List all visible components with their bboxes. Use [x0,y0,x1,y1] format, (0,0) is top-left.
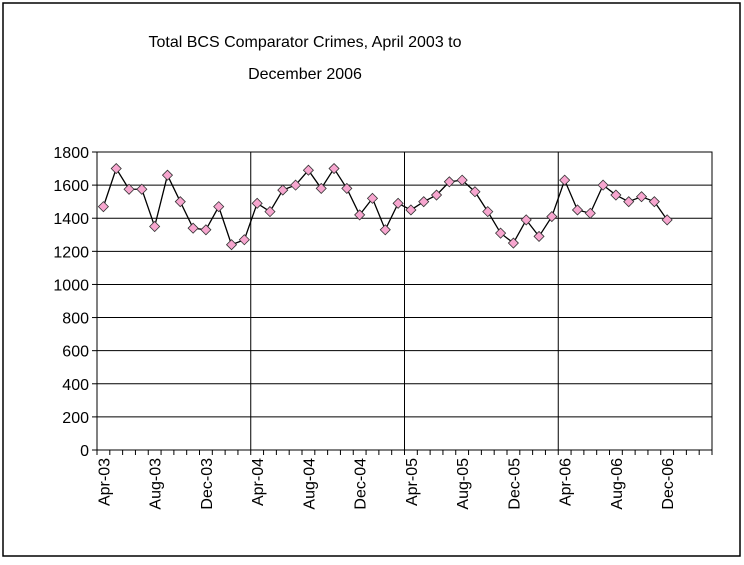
data-point [456,174,468,186]
data-point [520,214,532,226]
x-tick-label: Aug-06 [609,458,626,510]
x-tick-label: Aug-03 [148,458,165,510]
data-point [597,179,609,191]
data-point [635,191,648,203]
y-tick-label: 1200 [53,244,89,261]
x-tick-label: Apr-04 [250,458,267,506]
data-point [430,189,443,201]
y-tick-label: 800 [62,311,89,328]
y-tick-label: 0 [80,443,89,460]
data-point [623,196,635,208]
y-tick-label: 400 [62,377,89,394]
data-point [366,192,379,204]
y-tick-label: 1600 [53,178,89,195]
data-point [136,183,148,195]
x-tick-label: Dec-06 [660,458,677,510]
data-point [200,224,212,236]
data-point [443,176,455,188]
data-point [225,239,238,251]
data-point [661,214,673,226]
data-point [328,162,340,175]
x-tick-label: Dec-04 [353,458,370,510]
data-point [610,189,622,201]
data-point [648,196,660,208]
data-point [110,162,122,175]
data-point [418,196,430,208]
data-point [174,196,186,208]
data-point [213,201,225,213]
data-point [161,169,174,181]
y-tick-label: 1400 [53,211,89,228]
data-point [495,227,507,239]
data-point [469,186,481,198]
data-point [482,206,494,218]
data-point [507,237,519,249]
x-tick-label: Aug-05 [455,458,472,510]
data-point [123,183,135,195]
y-tick-label: 200 [62,410,89,427]
x-tick-label: Dec-03 [199,458,216,510]
data-point [251,197,263,209]
data-point [546,211,558,223]
data-point [584,207,596,219]
x-tick-label: Apr-06 [558,458,575,506]
data-point [571,204,584,216]
data-point [341,182,353,194]
data-point [405,204,417,216]
data-point [379,224,391,236]
x-tick-label: Dec-05 [506,458,523,510]
x-tick-label: Apr-03 [96,458,113,506]
y-tick-label: 1000 [53,277,89,294]
chart-border [2,2,741,557]
data-point [354,209,366,221]
data-point [392,197,404,209]
data-point [187,222,199,234]
x-tick-label: Apr-05 [404,458,421,506]
data-point [238,234,250,246]
data-point [302,164,314,176]
data-point [559,174,571,186]
chart-title: December 2006 [248,66,362,83]
data-point [315,182,327,194]
data-point [149,220,161,233]
data-point [264,206,276,218]
y-tick-label: 1800 [53,145,89,162]
x-tick-label: Aug-04 [301,458,318,510]
data-point [533,230,545,242]
data-point [277,184,289,196]
data-point [290,179,302,191]
chart-title: Total BCS Comparator Crimes, April 2003 … [148,34,461,51]
data-point [97,201,109,213]
y-tick-label: 600 [62,344,89,361]
